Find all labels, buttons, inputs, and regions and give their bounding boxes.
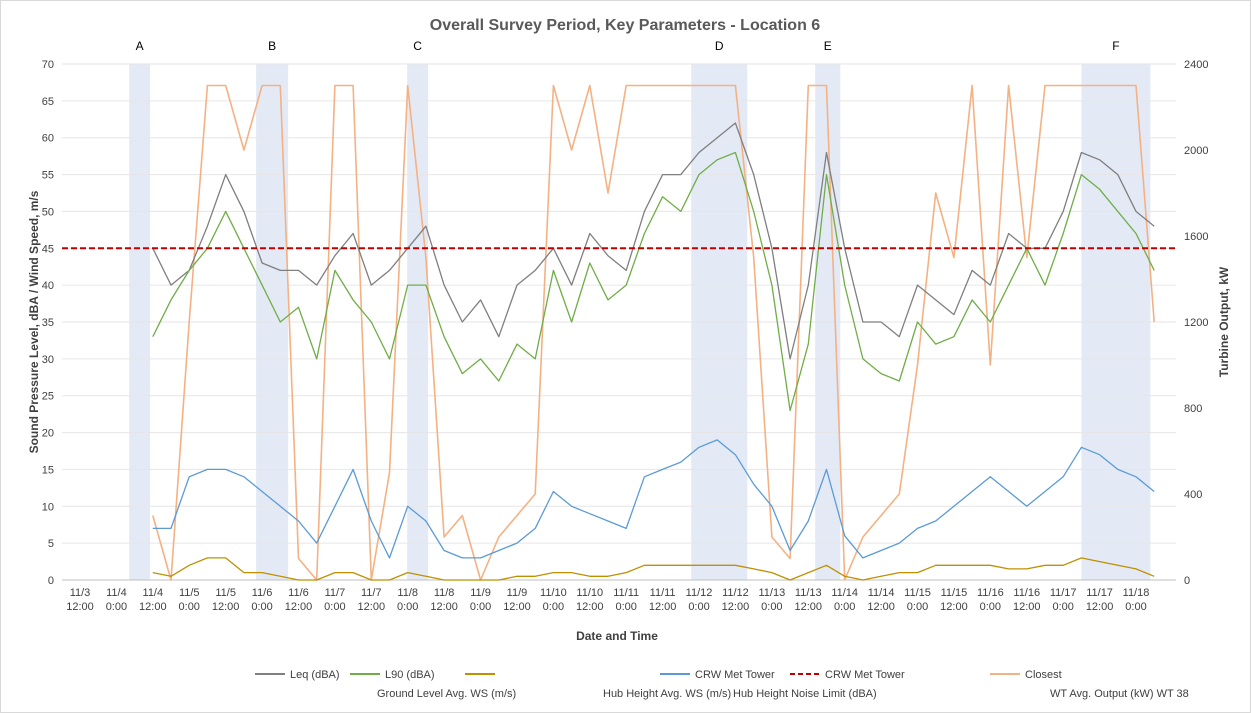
x-tick-label: 11/7 12:00 — [358, 587, 386, 613]
series-line — [152, 151, 1155, 412]
x-tick-label: 11/18 0:00 — [1123, 587, 1150, 613]
x-tick-label: 11/13 12:00 — [795, 587, 823, 613]
legend-label: CRW Met Tower Hub Height Avg. WS (m/s) — [603, 669, 775, 700]
x-tick-label: 11/8 0:00 — [397, 587, 418, 613]
x-tick-label: 11/17 12:00 — [1086, 587, 1114, 613]
x-tick-label: 11/16 0:00 — [977, 587, 1004, 613]
y2-axis-title: Turbine Output, kW — [1217, 266, 1231, 377]
legend-label: Ground Level Avg. WS (m/s) — [377, 688, 516, 700]
x-tick-label: 11/9 12:00 — [503, 587, 531, 613]
legend-label: Leq (dBA) — [290, 669, 340, 681]
y-tick-label: 40 — [42, 280, 54, 292]
y-tick-label: 0 — [48, 575, 54, 587]
x-tick-label: 11/14 0:00 — [831, 587, 858, 613]
legend-label: Closest WT Avg. Output (kW) WT 38 — [1025, 669, 1189, 700]
y2-tick-label: 1200 — [1184, 317, 1208, 329]
x-tick-label: 11/6 0:00 — [251, 587, 272, 613]
x-tick-label: 11/17 0:00 — [1050, 587, 1077, 613]
y-tick-label: 70 — [42, 59, 54, 71]
x-tick-label: 11/4 0:00 — [106, 587, 127, 613]
region-label: D — [715, 39, 724, 53]
y-tick-label: 25 — [42, 391, 54, 403]
x-tick-label: 11/11 12:00 — [649, 587, 677, 613]
x-tick-label: 11/4 12:00 — [139, 587, 167, 613]
x-tick-label: 11/16 12:00 — [1013, 587, 1041, 613]
region-label: E — [824, 39, 832, 53]
y-tick-label: 10 — [42, 501, 54, 513]
series-line — [152, 439, 1155, 559]
x-tick-label: 11/8 12:00 — [430, 587, 458, 613]
x-tick-label: 11/10 0:00 — [540, 587, 567, 613]
x-tick-label: 11/10 12:00 — [576, 587, 604, 613]
x-tick-label: 11/3 12:00 — [66, 587, 94, 613]
y2-tick-label: 2000 — [1184, 145, 1208, 157]
legend-label: L90 (dBA) — [385, 669, 435, 681]
x-tick-label: 11/5 0:00 — [179, 587, 200, 613]
y2-tick-label: 0 — [1184, 575, 1190, 587]
x-tick-label: 11/12 12:00 — [722, 587, 750, 613]
series-line — [152, 557, 1155, 581]
y-tick-label: 20 — [42, 428, 54, 440]
x-tick-label: 11/5 12:00 — [212, 587, 240, 613]
y2-tick-label: 800 — [1184, 403, 1202, 415]
y-tick-label: 35 — [42, 317, 54, 329]
x-axis-title: Date and Time — [576, 629, 658, 643]
y-tick-label: 60 — [42, 133, 54, 145]
x-tick-label: 11/15 0:00 — [904, 587, 931, 613]
y-tick-label: 45 — [42, 243, 54, 255]
x-tick-label: 11/13 0:00 — [759, 587, 786, 613]
x-tick-label: 11/9 0:00 — [470, 587, 491, 613]
y-tick-label: 15 — [42, 464, 54, 476]
x-tick-label: 11/7 0:00 — [324, 587, 345, 613]
y2-tick-label: 2400 — [1184, 59, 1208, 71]
region-label: F — [1112, 39, 1119, 53]
y-axis-title: Sound Pressure Level, dBA / Wind Speed, … — [27, 190, 41, 453]
y-tick-label: 65 — [42, 96, 54, 108]
region-label: C — [413, 39, 422, 53]
y2-tick-label: 400 — [1184, 489, 1202, 501]
y-tick-label: 5 — [48, 538, 54, 550]
chart-title: Overall Survey Period, Key Parameters - … — [430, 17, 820, 34]
x-tick-label: 11/15 12:00 — [940, 587, 968, 613]
x-tick-label: 11/11 0:00 — [613, 587, 639, 613]
y-tick-label: 55 — [42, 170, 54, 182]
x-tick-label: 11/14 12:00 — [867, 587, 895, 613]
region-label: A — [136, 39, 144, 53]
x-tick-label: 11/12 0:00 — [686, 587, 713, 613]
legend-label: CRW Met Tower Hub Height Noise Limit (dBA… — [733, 669, 905, 700]
y-tick-label: 50 — [42, 206, 54, 218]
series-line — [152, 122, 1155, 360]
x-tick-label: 11/6 12:00 — [285, 587, 313, 613]
region-label: B — [268, 39, 276, 53]
y-tick-label: 30 — [42, 354, 54, 366]
y2-tick-label: 1600 — [1184, 231, 1208, 243]
